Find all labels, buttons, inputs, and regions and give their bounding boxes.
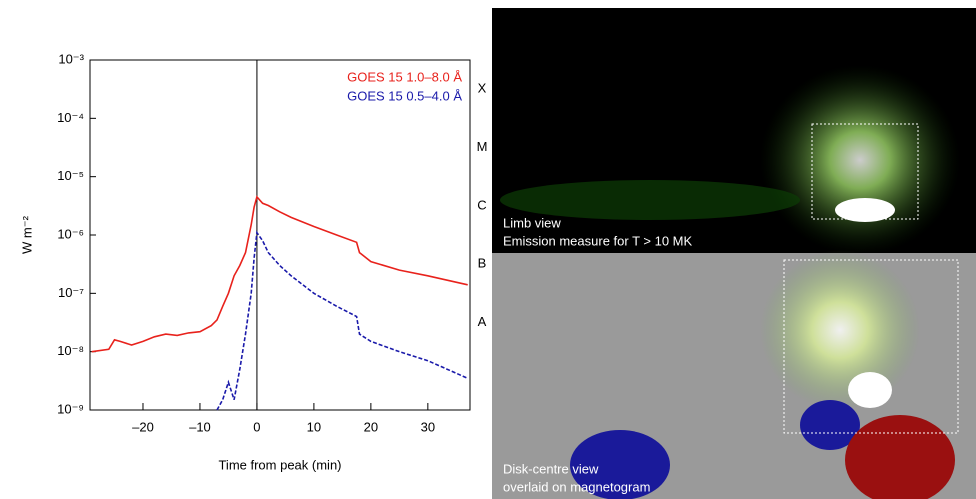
x-tick-label: 10 [307, 419, 321, 434]
y-tick-label: 10⁻⁶ [57, 226, 84, 241]
class-label: B [478, 256, 487, 271]
x-tick-label: –20 [132, 419, 154, 434]
x-tick-label: –10 [189, 419, 211, 434]
y-tick-label: 10⁻⁵ [57, 168, 84, 183]
flare-loops [760, 65, 960, 255]
y-tick-label: 10⁻³ [58, 51, 84, 66]
legend-entry: GOES 15 1.0–8.0 Å [347, 69, 462, 84]
emission [500, 180, 800, 220]
x-axis-label: Time from peak (min) [218, 457, 341, 472]
class-label: X [478, 81, 487, 96]
x-tick-label: 30 [421, 419, 435, 434]
class-label: M [477, 139, 488, 154]
legend-entry: GOES 15 0.5–4.0 Å [347, 88, 462, 103]
plot-frame [89, 59, 471, 411]
roi-box [811, 123, 919, 220]
positive-polarity [845, 415, 955, 499]
image-label: Disk-centre view [503, 461, 599, 476]
series-line [91, 195, 468, 353]
flare-core [835, 198, 895, 222]
y-tick-label: 10⁻⁹ [57, 401, 84, 416]
negative-polarity [570, 430, 670, 499]
image-label: Limb view [503, 215, 561, 230]
class-label: C [477, 197, 486, 212]
roi-box [783, 259, 959, 434]
y-axis-label: W m⁻² [19, 215, 34, 254]
image-label: Emission measure for T > 10 MK [503, 233, 693, 248]
series-line [216, 230, 469, 411]
flare-core [848, 372, 892, 408]
class-label: A [478, 314, 487, 329]
negative-polarity [800, 400, 860, 450]
y-tick-label: 10⁻⁸ [57, 343, 84, 358]
flare-loops [760, 250, 920, 410]
x-tick-label: 0 [253, 419, 260, 434]
image-label: overlaid on magnetogram [503, 479, 650, 494]
x-tick-label: 20 [364, 419, 378, 434]
y-tick-label: 10⁻⁴ [57, 110, 84, 125]
y-tick-label: 10⁻⁷ [58, 285, 84, 300]
